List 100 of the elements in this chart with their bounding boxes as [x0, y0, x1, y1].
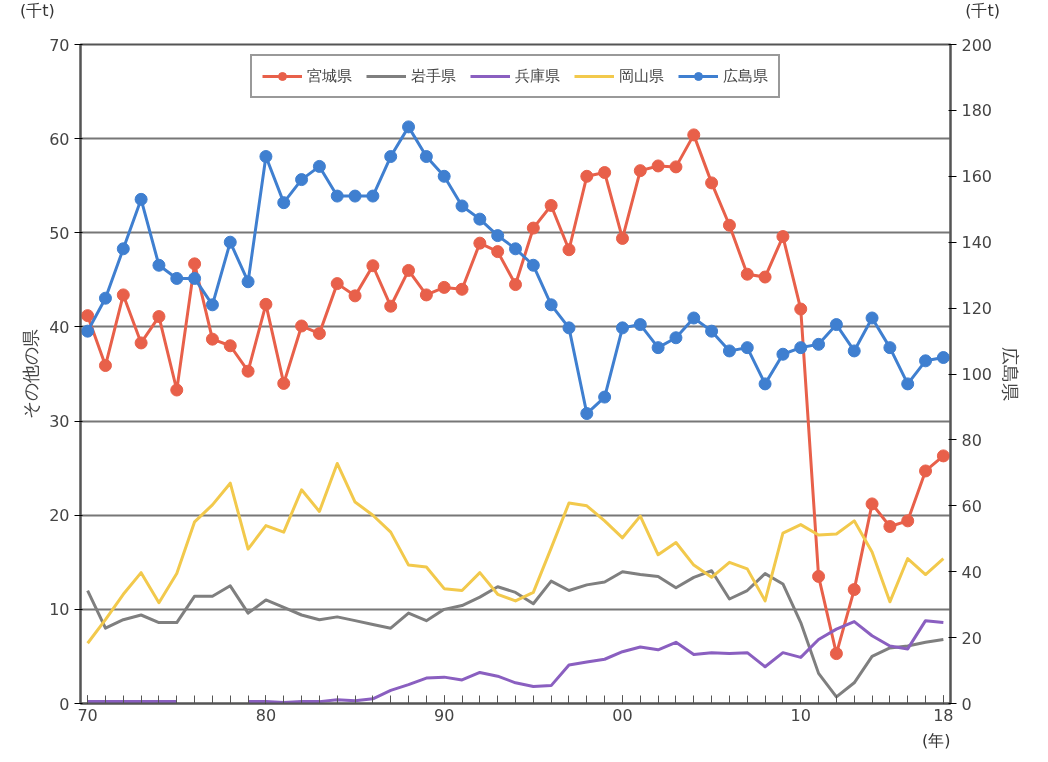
y2-tick-label: 200: [961, 35, 993, 55]
point: [419, 150, 433, 164]
point: [509, 278, 522, 292]
point: [794, 341, 808, 355]
point: [883, 341, 897, 355]
point: [615, 321, 629, 335]
point: [330, 189, 344, 203]
point: [366, 259, 380, 273]
point: [580, 169, 594, 183]
point: [829, 318, 843, 332]
point: [455, 199, 469, 213]
point: [509, 242, 522, 256]
point: [98, 359, 112, 373]
point: [705, 324, 719, 338]
point: [223, 235, 237, 249]
point: [81, 309, 95, 323]
point: [687, 128, 701, 142]
y-tick-label: 50: [49, 223, 70, 243]
point: [651, 341, 665, 355]
point: [758, 377, 772, 391]
point: [722, 344, 736, 358]
point: [259, 150, 273, 164]
point: [205, 332, 219, 346]
line-series: [86, 461, 945, 645]
point: [170, 383, 184, 397]
point: [437, 280, 451, 294]
y-tick-label: 30: [49, 412, 70, 432]
point: [330, 277, 344, 291]
point: [829, 647, 843, 661]
point: [312, 327, 326, 341]
y-tick-label: 10: [49, 600, 70, 620]
point: [277, 376, 291, 390]
point: [865, 497, 879, 511]
y-tick-label: 0: [59, 694, 70, 714]
point: [491, 245, 505, 259]
point: [615, 231, 629, 245]
point: [526, 258, 540, 272]
point: [633, 164, 647, 178]
point: [865, 311, 879, 325]
point: [437, 169, 451, 183]
y2-tick-label: 20: [961, 628, 982, 648]
point: [277, 196, 291, 210]
point: [562, 321, 576, 335]
point: [919, 464, 933, 478]
point: [473, 212, 487, 226]
x-tick-label: 90: [434, 705, 455, 725]
y2-tick-label: 80: [961, 430, 982, 450]
y-tick-label: 20: [49, 506, 70, 526]
legend-label: 宮城県: [307, 66, 352, 86]
point: [901, 377, 915, 391]
point: [241, 364, 255, 378]
point: [295, 173, 309, 187]
point: [705, 176, 719, 190]
point: [402, 263, 416, 277]
point: [402, 120, 416, 134]
point: [687, 311, 701, 325]
y2-tick-label: 120: [961, 299, 993, 319]
point: [598, 166, 612, 180]
x-tick-label: 70: [77, 705, 98, 725]
legend-label: 岡山県: [619, 66, 664, 86]
legend-label: 広島県: [723, 66, 768, 86]
point: [134, 336, 148, 350]
x-tick-label: 18: [933, 705, 954, 725]
point: [419, 288, 433, 302]
point: [544, 199, 558, 212]
point: [312, 159, 326, 173]
point: [633, 318, 647, 332]
point: [81, 324, 95, 338]
point: [170, 271, 184, 285]
point: [776, 347, 790, 361]
x-tick-label: 00: [612, 705, 633, 725]
point: [562, 243, 576, 257]
point: [740, 341, 754, 355]
point: [205, 298, 219, 312]
text: (年): [922, 730, 951, 750]
point: [152, 310, 166, 324]
point: [473, 236, 487, 250]
point: [580, 407, 594, 421]
point: [491, 229, 505, 243]
point: [223, 339, 237, 353]
y2-tick-label: 140: [961, 233, 993, 253]
point: [134, 192, 148, 206]
point: [455, 282, 469, 296]
point: [883, 520, 897, 533]
point: [847, 583, 861, 597]
legend-label: 兵庫県: [515, 66, 560, 86]
point: [241, 275, 255, 289]
point: [936, 449, 950, 463]
point: [544, 298, 558, 312]
x-tick-label: 80: [255, 705, 277, 725]
point: [812, 337, 826, 351]
point: [669, 160, 683, 174]
y2-tick-label: 60: [961, 496, 982, 516]
y2-tick-label: 100: [961, 365, 993, 384]
y-tick-label: 70: [49, 35, 70, 55]
point: [740, 267, 754, 281]
point: [776, 230, 790, 244]
point: [758, 270, 772, 284]
point: [847, 344, 861, 358]
point: [936, 351, 950, 365]
